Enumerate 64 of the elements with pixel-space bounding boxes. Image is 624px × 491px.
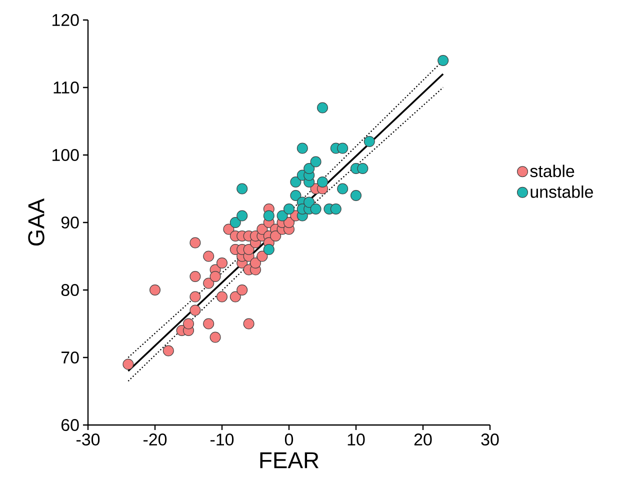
point — [150, 284, 160, 296]
y-tick-label: 110 — [54, 82, 79, 94]
point — [236, 210, 248, 222]
x-axis-title: FEAR — [260, 452, 318, 468]
legend-label: unstable — [530, 185, 593, 198]
point — [296, 142, 308, 154]
y-tick-label: 60 — [62, 419, 79, 431]
point — [190, 237, 201, 248]
point — [162, 345, 174, 356]
point — [230, 291, 241, 302]
point — [304, 163, 315, 174]
point — [216, 258, 228, 268]
point — [243, 244, 254, 255]
point — [337, 183, 348, 194]
point — [236, 183, 248, 194]
point — [337, 142, 348, 154]
point — [203, 250, 214, 262]
point — [190, 291, 201, 302]
point — [276, 210, 288, 222]
point — [357, 163, 368, 174]
point — [203, 278, 214, 289]
x-tick-label: -20 — [144, 434, 167, 446]
y-tick-label: 90 — [61, 216, 79, 229]
point — [122, 358, 134, 370]
legend-label: stable — [530, 164, 574, 178]
point — [330, 204, 342, 214]
y-tick-label: 70 — [62, 352, 79, 364]
point — [438, 55, 449, 66]
point — [183, 318, 194, 330]
y-tick-label: 80 — [61, 284, 79, 296]
point — [243, 318, 254, 330]
point — [210, 271, 221, 282]
y-tick-label: 120 — [52, 14, 79, 26]
x-tick-label: -30 — [76, 434, 100, 446]
point — [284, 217, 294, 228]
point — [256, 250, 268, 262]
point — [310, 156, 322, 168]
x-tick-label: 0 — [284, 434, 294, 446]
point — [203, 318, 214, 330]
point — [190, 271, 201, 282]
point — [250, 258, 261, 268]
point — [317, 102, 328, 114]
point — [236, 284, 248, 296]
x-tick-label: 30 — [481, 434, 499, 446]
y-axis-title: GAA — [28, 198, 44, 246]
point — [317, 176, 328, 188]
x-tick-label: 10 — [348, 434, 365, 446]
point — [263, 210, 274, 222]
x-tick-label: -10 — [210, 434, 234, 446]
point — [364, 136, 375, 147]
point — [230, 217, 241, 228]
point — [350, 190, 362, 201]
point — [290, 176, 302, 188]
point — [270, 230, 282, 242]
point — [263, 244, 274, 255]
point — [310, 204, 322, 214]
point — [290, 190, 302, 201]
point — [304, 196, 315, 208]
point — [210, 332, 221, 343]
y-tick-label: 100 — [52, 149, 79, 162]
point — [216, 291, 228, 302]
x-tick-label: 20 — [414, 434, 432, 446]
point — [284, 204, 294, 214]
point — [190, 304, 201, 316]
